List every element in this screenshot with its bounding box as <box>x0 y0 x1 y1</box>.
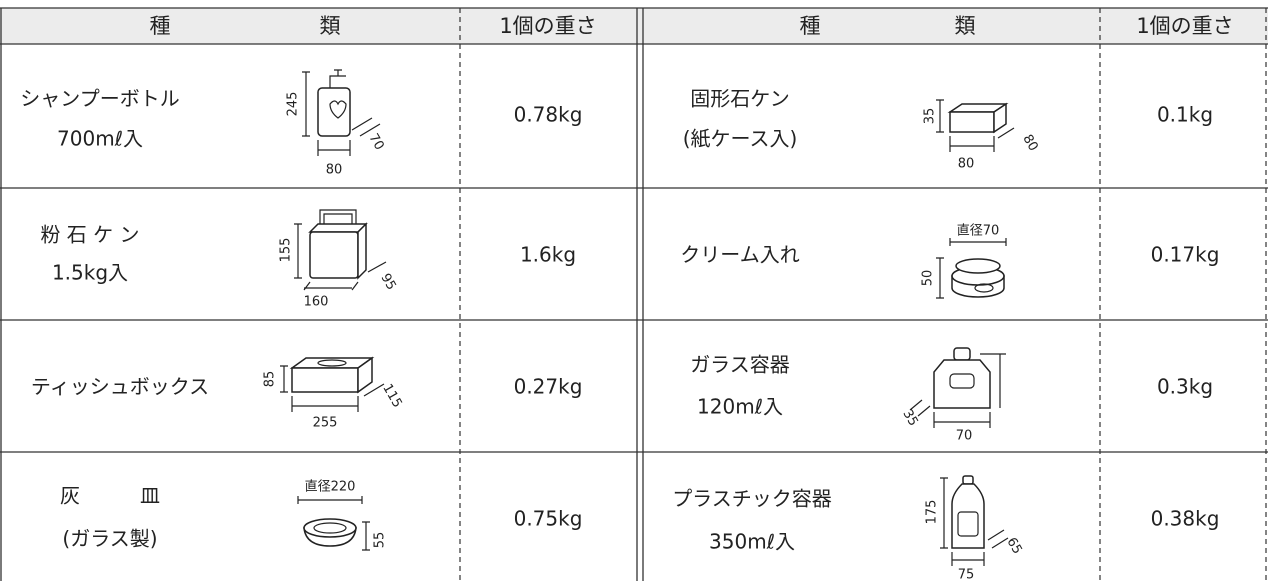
item-name: (紙ケース入) <box>683 127 798 151</box>
item-name: プラスチック容器 <box>672 487 832 511</box>
item-name: 灰 皿 <box>60 484 160 508</box>
item-weight: 0.75kg <box>514 507 583 531</box>
item-name: シャンプーボトル <box>20 87 179 111</box>
dimension: 80 <box>1019 132 1040 154</box>
dimension: 155 <box>279 238 294 263</box>
item-weight: 1.6kg <box>520 243 576 267</box>
item-name: 粉 石 ケ ン <box>40 223 139 247</box>
item-weight: 0.38kg <box>1151 507 1220 531</box>
header-text: 類 <box>320 14 341 38</box>
dimension: 55 <box>373 532 388 549</box>
header-text: 種 <box>150 14 171 38</box>
dimension: 85 <box>263 371 278 388</box>
dimension: 255 <box>313 416 338 431</box>
header-text: 種 <box>800 14 821 38</box>
dimension: 80 <box>958 157 975 172</box>
item-weight: 0.27kg <box>514 375 583 399</box>
illustration <box>936 238 1007 299</box>
header-text: 類 <box>955 14 976 38</box>
dimension: 直径220 <box>305 479 356 495</box>
illustration <box>297 496 370 551</box>
item-weight: 0.3kg <box>1157 375 1213 399</box>
illustration <box>909 347 1006 428</box>
illustration <box>280 356 385 412</box>
header-text: 1個の重さ <box>1136 14 1233 38</box>
item-weight: 0.1kg <box>1157 103 1213 127</box>
item-name: 120mℓ入 <box>697 395 783 419</box>
dimension: 35 <box>923 108 938 125</box>
dimension: 115 <box>379 381 404 410</box>
header-text: 1個の重さ <box>499 14 596 38</box>
item-name: 700mℓ入 <box>57 127 143 151</box>
dimension: 直径70 <box>957 223 1000 239</box>
item-name: 350mℓ入 <box>709 530 795 554</box>
dimension: 65 <box>1003 535 1024 557</box>
illustration <box>294 209 387 291</box>
item-name: (ガラス製) <box>62 527 157 551</box>
dimension: 35 <box>899 407 920 429</box>
item-weight: 0.17kg <box>1151 243 1220 267</box>
dimension: 245 <box>286 92 301 117</box>
header-bg <box>0 8 1268 44</box>
dimension: 75 <box>958 568 975 581</box>
illustration <box>302 69 381 156</box>
dimension: 50 <box>921 270 936 287</box>
dimension: 160 <box>304 295 329 310</box>
item-name: 固形石ケン <box>690 87 789 111</box>
item-name: ティッシュボックス <box>31 375 209 399</box>
dimension: 95 <box>377 271 398 293</box>
illustration <box>940 475 1009 566</box>
dimension: 70 <box>956 429 973 444</box>
item-name: ガラス容器 <box>690 353 790 377</box>
dimension: 80 <box>326 163 343 178</box>
dimension: 175 <box>925 500 940 525</box>
dimension: 70 <box>365 131 386 153</box>
illustration <box>936 99 1015 152</box>
item-name: 1.5kg入 <box>52 261 128 285</box>
item-name: クリーム入れ <box>680 243 799 267</box>
item-weight: 0.78kg <box>514 103 583 127</box>
